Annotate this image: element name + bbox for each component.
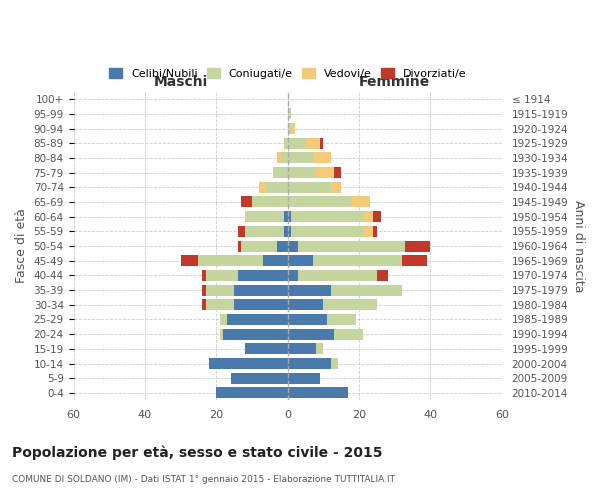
- Bar: [334, 328, 362, 340]
- Bar: [238, 226, 245, 237]
- Bar: [327, 314, 356, 325]
- Bar: [287, 255, 313, 266]
- Bar: [199, 255, 263, 266]
- Bar: [287, 123, 291, 134]
- Bar: [287, 240, 298, 252]
- Bar: [284, 138, 287, 148]
- Bar: [245, 344, 287, 354]
- Bar: [298, 240, 406, 252]
- Bar: [206, 284, 234, 296]
- Bar: [277, 240, 287, 252]
- Bar: [284, 226, 287, 237]
- Bar: [373, 211, 380, 222]
- Y-axis label: Anni di nascita: Anni di nascita: [572, 200, 585, 292]
- Bar: [287, 388, 349, 398]
- Bar: [313, 255, 402, 266]
- Y-axis label: Fasce di età: Fasce di età: [15, 208, 28, 284]
- Bar: [287, 182, 331, 193]
- Bar: [241, 196, 252, 207]
- Bar: [331, 182, 341, 193]
- Bar: [362, 226, 373, 237]
- Bar: [217, 388, 287, 398]
- Bar: [238, 270, 287, 281]
- Bar: [316, 167, 334, 178]
- Bar: [238, 240, 241, 252]
- Bar: [287, 344, 316, 354]
- Bar: [266, 182, 287, 193]
- Bar: [202, 284, 206, 296]
- Bar: [287, 211, 291, 222]
- Bar: [291, 123, 295, 134]
- Text: COMUNE DI SOLDANO (IM) - Dati ISTAT 1° gennaio 2015 - Elaborazione TUTTITALIA.IT: COMUNE DI SOLDANO (IM) - Dati ISTAT 1° g…: [12, 475, 395, 484]
- Bar: [313, 152, 331, 164]
- Bar: [320, 138, 323, 148]
- Bar: [181, 255, 199, 266]
- Bar: [202, 270, 206, 281]
- Bar: [362, 211, 373, 222]
- Bar: [402, 255, 427, 266]
- Legend: Celibi/Nubili, Coniugati/e, Vedovi/e, Divorziati/e: Celibi/Nubili, Coniugati/e, Vedovi/e, Di…: [104, 64, 471, 83]
- Text: Popolazione per età, sesso e stato civile - 2015: Popolazione per età, sesso e stato civil…: [12, 445, 383, 460]
- Bar: [202, 300, 206, 310]
- Bar: [230, 372, 287, 384]
- Bar: [277, 152, 281, 164]
- Bar: [291, 226, 362, 237]
- Bar: [206, 300, 234, 310]
- Bar: [227, 314, 287, 325]
- Bar: [287, 284, 331, 296]
- Bar: [331, 358, 338, 369]
- Bar: [287, 226, 291, 237]
- Bar: [287, 270, 298, 281]
- Bar: [263, 255, 287, 266]
- Bar: [241, 240, 277, 252]
- Bar: [334, 167, 341, 178]
- Bar: [281, 152, 287, 164]
- Bar: [287, 372, 320, 384]
- Text: Femmine: Femmine: [359, 74, 430, 88]
- Bar: [316, 344, 323, 354]
- Bar: [223, 328, 287, 340]
- Bar: [284, 211, 287, 222]
- Bar: [245, 226, 284, 237]
- Bar: [245, 211, 284, 222]
- Bar: [377, 270, 388, 281]
- Bar: [287, 196, 352, 207]
- Bar: [331, 284, 402, 296]
- Bar: [220, 314, 227, 325]
- Bar: [259, 182, 266, 193]
- Bar: [220, 328, 223, 340]
- Bar: [287, 328, 334, 340]
- Bar: [373, 226, 377, 237]
- Bar: [287, 108, 291, 120]
- Bar: [287, 138, 305, 148]
- Bar: [274, 167, 287, 178]
- Text: Maschi: Maschi: [154, 74, 208, 88]
- Bar: [352, 196, 370, 207]
- Bar: [287, 152, 313, 164]
- Bar: [298, 270, 377, 281]
- Bar: [287, 167, 316, 178]
- Bar: [323, 300, 377, 310]
- Bar: [252, 196, 287, 207]
- Bar: [287, 358, 331, 369]
- Bar: [234, 300, 287, 310]
- Bar: [291, 211, 362, 222]
- Bar: [287, 314, 327, 325]
- Bar: [287, 300, 323, 310]
- Bar: [234, 284, 287, 296]
- Bar: [305, 138, 320, 148]
- Bar: [406, 240, 430, 252]
- Bar: [209, 358, 287, 369]
- Bar: [206, 270, 238, 281]
